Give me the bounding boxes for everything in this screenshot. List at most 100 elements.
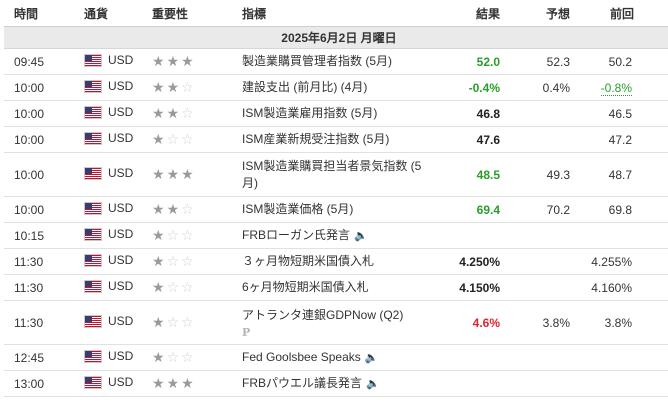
importance-cell: ★☆☆ (152, 248, 242, 275)
us-flag-icon (84, 349, 102, 363)
event-result: 4.150% (434, 274, 500, 301)
star-icon: ☆ (181, 201, 196, 217)
header-previous[interactable]: 前回 (570, 0, 668, 27)
header-forecast[interactable]: 予想 (500, 0, 570, 27)
event-row[interactable]: 11:30 USD ★☆☆ 6ヶ月物短期米国債入札 4.150% 4.160% (4, 274, 668, 301)
indicator-name[interactable]: ISM製造業雇用指数 (5月) (242, 106, 378, 120)
importance-stars: ★☆☆ (152, 314, 196, 330)
event-result: 69.4 (434, 196, 500, 223)
star-icon: ★ (152, 201, 167, 217)
star-icon: ☆ (181, 279, 196, 295)
event-result (434, 344, 500, 371)
event-forecast (500, 344, 570, 371)
star-icon: ★ (181, 166, 196, 182)
event-row[interactable]: 12:45 USD ★☆☆ Fed Goolsbee Speaks 🔈 (4, 344, 668, 371)
currency: USD (84, 314, 133, 328)
event-previous: 50.2 (608, 54, 632, 69)
indicator-cell: ISM製造業雇用指数 (5月) (242, 100, 434, 127)
indicator-name[interactable]: アトランタ連銀GDPNow (Q2) (242, 307, 404, 322)
event-row[interactable]: 11:30 USD ★☆☆ ３ヶ月物短期米国債入札 4.250% 4.255% (4, 248, 668, 275)
indicator-name[interactable]: ISM産業新規受注指数 (5月) (242, 132, 390, 146)
indicator-cell: 6ヶ月物短期米国債入札 (242, 274, 434, 301)
event-previous: 4.160% (591, 280, 632, 295)
star-icon: ★ (152, 166, 167, 182)
header-time[interactable]: 時間 (4, 0, 84, 27)
event-result: -0.4% (434, 74, 500, 101)
indicator-name[interactable]: ３ヶ月物短期米国債入札 (242, 254, 375, 268)
economic-calendar: 時間 通貨 重要性 指標 結果 予想 前回 2025年6月2日 月曜日 09:4… (4, 0, 668, 397)
star-icon: ★ (152, 227, 167, 243)
indicator-cell: FRBパウエル議長発言 🔈 (242, 370, 434, 397)
currency: USD (84, 227, 133, 241)
event-previous-cell: 46.5 (570, 100, 668, 127)
event-row[interactable]: 10:15 USD ★☆☆ FRBローガン氏発言 🔈 (4, 222, 668, 249)
currency-code: USD (108, 314, 134, 329)
event-previous: -0.8% (600, 80, 632, 96)
event-forecast (500, 274, 570, 301)
event-row[interactable]: 10:00 USD ★★☆ ISM製造業雇用指数 (5月) 46.8 46.5 (4, 100, 668, 127)
star-icon: ★ (166, 166, 182, 182)
importance-stars: ★☆☆ (152, 227, 196, 243)
event-row[interactable]: 13:00 USD ★★★ FRBパウエル議長発言 🔈 (4, 370, 668, 397)
event-row[interactable]: 11:30 USD ★☆☆ アトランタ連銀GDPNow (Q2) P 4.6% 3.8% 3.… (4, 300, 668, 345)
indicator-name[interactable]: Fed Goolsbee Speaks (242, 350, 361, 364)
importance-stars: ★★★ (152, 166, 196, 182)
importance-stars: ★☆☆ (152, 279, 196, 295)
header-result[interactable]: 結果 (434, 0, 500, 27)
indicator-name[interactable]: FRBパウエル議長発言 (242, 376, 363, 390)
speaker-icon: 🔈 (364, 351, 379, 364)
importance-cell: ★★★ (152, 152, 242, 197)
event-previous-cell: 69.8 (570, 196, 668, 223)
star-icon: ☆ (166, 279, 182, 295)
indicator-name[interactable]: ISM製造業価格 (5月) (242, 202, 354, 216)
indicator-name[interactable]: 6ヶ月物短期米国債入札 (242, 280, 369, 294)
star-icon: ☆ (166, 314, 182, 330)
header-currency[interactable]: 通貨 (84, 0, 152, 27)
event-result: 52.0 (434, 48, 500, 75)
event-currency-cell: USD (84, 222, 152, 249)
indicator-name[interactable]: 建設支出 (前月比) (4月) (242, 80, 368, 94)
indicator-name[interactable]: ISM製造業購買担当者景気指数 (5月) (242, 158, 422, 190)
header-indicator[interactable]: 指標 (242, 0, 434, 27)
event-row[interactable]: 10:00 USD ★☆☆ ISM産業新規受注指数 (5月) 47.6 47.2 (4, 126, 668, 153)
event-result: 48.5 (434, 152, 500, 197)
importance-cell: ★★★ (152, 370, 242, 397)
currency-code: USD (108, 131, 134, 146)
importance-cell: ★★☆ (152, 100, 242, 127)
us-flag-icon (84, 131, 102, 145)
event-previous: 69.8 (608, 202, 632, 217)
event-row[interactable]: 10:00 USD ★★☆ 建設支出 (前月比) (4月) -0.4% 0.4% -0.8% (4, 74, 668, 101)
date-row: 2025年6月2日 月曜日 (4, 26, 668, 49)
event-previous-cell: 3.8% (570, 300, 668, 345)
indicator-cell: ISM製造業購買担当者景気指数 (5月) (242, 152, 434, 197)
us-flag-icon (84, 79, 102, 93)
event-result: 46.8 (434, 100, 500, 127)
event-previous: 3.8% (604, 315, 632, 330)
importance-stars: ★★☆ (152, 201, 196, 217)
currency-code: USD (108, 279, 134, 294)
star-icon: ★ (152, 253, 167, 269)
currency-code: USD (108, 227, 134, 242)
indicator-name[interactable]: 製造業購買管理者指数 (5月) (242, 54, 393, 68)
star-icon: ☆ (181, 253, 196, 269)
event-currency-cell: USD (84, 126, 152, 153)
us-flag-icon (84, 201, 102, 215)
event-row[interactable]: 10:00 USD ★★☆ ISM製造業価格 (5月) 69.4 70.2 69.8 (4, 196, 668, 223)
importance-cell: ★☆☆ (152, 344, 242, 371)
event-previous-cell: -0.8% (570, 74, 668, 101)
currency-code: USD (108, 375, 134, 390)
indicator-cell: 建設支出 (前月比) (4月) (242, 74, 434, 101)
event-currency-cell: USD (84, 74, 152, 101)
event-result: 4.250% (434, 248, 500, 275)
event-row[interactable]: 10:00 USD ★★★ ISM製造業購買担当者景気指数 (5月) 48.5 49.3 4… (4, 152, 668, 197)
importance-cell: ★☆☆ (152, 300, 242, 345)
indicator-name[interactable]: FRBローガン氏発言 (242, 228, 351, 242)
importance-cell: ★★★ (152, 48, 242, 75)
indicator-cell: Fed Goolsbee Speaks 🔈 (242, 344, 434, 371)
event-currency-cell: USD (84, 48, 152, 75)
currency-code: USD (108, 79, 134, 94)
us-flag-icon (84, 314, 102, 328)
event-row[interactable]: 09:45 USD ★★★ 製造業購買管理者指数 (5月) 52.0 52.3 50.2 (4, 48, 668, 75)
header-importance[interactable]: 重要性 (152, 0, 242, 27)
importance-stars: ★☆☆ (152, 131, 196, 147)
